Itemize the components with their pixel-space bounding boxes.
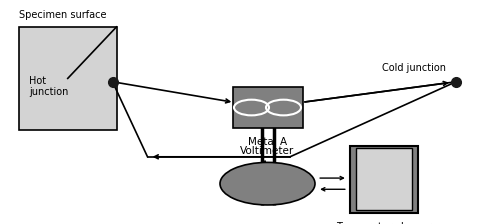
FancyBboxPatch shape: [350, 146, 418, 213]
Text: Voltimeter: Voltimeter: [240, 146, 294, 156]
Text: Temperature logger: Temperature logger: [336, 222, 432, 224]
FancyBboxPatch shape: [232, 87, 302, 128]
Text: Metal A: Metal A: [248, 137, 287, 147]
Text: Specimen surface: Specimen surface: [19, 10, 106, 20]
FancyBboxPatch shape: [356, 148, 412, 210]
Circle shape: [220, 162, 315, 205]
Text: Cold junction: Cold junction: [382, 63, 446, 73]
FancyBboxPatch shape: [19, 27, 116, 130]
Text: Metal B: Metal B: [260, 170, 300, 180]
Text: Hot
junction: Hot junction: [29, 76, 68, 97]
